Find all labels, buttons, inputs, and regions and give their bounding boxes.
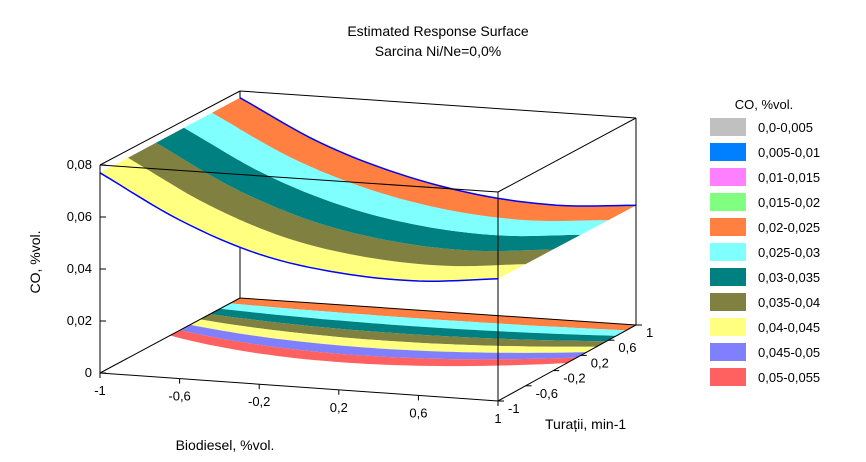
legend-label: 0,045-0,05	[758, 345, 820, 360]
axis-ticks: 0 0,02 0,04 0,06 0,08 -1 -0,6 -0,2 0,2 0,6 1 -1 -0,6…	[67, 157, 654, 426]
z-tick-label: 0,04	[67, 261, 92, 276]
legend: CO, %vol. 0,0-0,005 0,005-0,01 0,01-0,015 0…	[710, 97, 820, 386]
surface-band	[100, 157, 526, 282]
floor-contour-band	[180, 324, 587, 360]
x-tick-label: -1	[94, 383, 106, 398]
legend-swatch	[710, 193, 746, 211]
x-tick-label: 1	[494, 411, 501, 426]
bounding-box-front	[99, 117, 637, 402]
surface-band	[212, 97, 636, 221]
surface-band	[128, 142, 554, 267]
box-edge	[99, 164, 499, 193]
legend-label: 0,01-0,015	[758, 170, 820, 185]
legend-label: 0,005-0,01	[758, 145, 820, 160]
legend-label: 0,025-0,03	[758, 245, 820, 260]
legend-swatch	[710, 343, 746, 361]
y-tick-label: -1	[508, 401, 520, 416]
legend-label: 0,015-0,02	[758, 195, 820, 210]
legend-swatch	[710, 318, 746, 336]
surface-band	[156, 127, 581, 252]
box-edge	[99, 297, 241, 374]
x-tick-label: 0,2	[330, 400, 348, 415]
floor-contour-plot	[170, 298, 636, 367]
legend-label: 0,02-0,025	[758, 220, 820, 235]
legend-swatch	[710, 243, 746, 261]
legend-swatch	[710, 293, 746, 311]
z-tick-label: 0,06	[67, 209, 92, 224]
z-tick-label: 0,08	[67, 157, 92, 172]
y-tick-label: 0,6	[618, 340, 636, 355]
box-edge	[99, 372, 499, 402]
chart-subtitle: Sarcina Ni/Ne=0,0%	[375, 43, 501, 59]
y-axis-label: Turații, min-1	[545, 416, 626, 432]
box-edge	[239, 297, 637, 326]
z-axis-label: CO, %vol.	[27, 230, 43, 293]
y-tick-label: -0,6	[536, 386, 558, 401]
x-axis-label: Biodiesel, %vol.	[176, 437, 275, 453]
legend-label: 0,035-0,04	[758, 295, 820, 310]
floor-contour-band	[210, 308, 617, 342]
legend-label: 0,0-0,005	[758, 120, 813, 135]
y-tick-label: -0,2	[563, 371, 585, 386]
x-tick-label: 0,6	[409, 405, 427, 420]
surface-back-edge	[239, 97, 636, 207]
box-edge	[239, 90, 637, 119]
response-surface	[99, 97, 636, 282]
legend-swatch	[710, 368, 746, 386]
legend-swatch	[710, 218, 746, 236]
floor-contour-band	[170, 330, 577, 367]
legend-swatch	[710, 268, 746, 286]
y-tick-label: 1	[646, 325, 653, 340]
floor-contour-band	[230, 298, 636, 331]
surface-front-edge	[99, 172, 499, 282]
legend-label: 0,05-0,055	[758, 370, 820, 385]
legend-swatch	[710, 168, 746, 186]
z-tick-label: 0,02	[67, 313, 92, 328]
floor-contour-band	[200, 314, 607, 347]
floor-contour-band	[190, 319, 597, 353]
x-tick-label: -0,2	[248, 394, 270, 409]
box-edge	[497, 117, 637, 193]
floor-contour-band	[220, 303, 627, 336]
legend-label: 0,04-0,045	[758, 320, 820, 335]
legend-swatch	[710, 143, 746, 161]
surface-band	[184, 112, 609, 237]
x-tick-label: -0,6	[168, 389, 190, 404]
bounding-box-back	[99, 90, 637, 374]
legend-label: 0,03-0,035	[758, 270, 820, 285]
y-tick-label: 0,2	[591, 355, 609, 370]
z-tick-label: 0	[85, 365, 92, 380]
chart-title: Estimated Response Surface	[347, 23, 529, 39]
box-edge	[99, 90, 241, 166]
box-edge	[497, 324, 637, 402]
legend-title: CO, %vol.	[735, 97, 794, 112]
legend-swatch	[710, 118, 746, 136]
